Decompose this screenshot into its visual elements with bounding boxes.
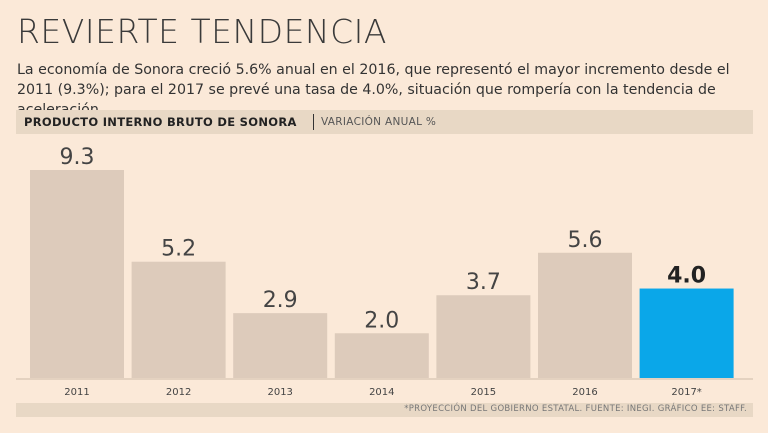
x-tick-label-2011: 2011 [64,387,89,398]
x-tick-label-2015: 2015 [471,387,496,398]
data-label-2014: 2.0 [364,308,399,333]
bar-2012 [131,261,226,378]
x-tick-label-2014: 2014 [369,387,394,398]
chart-title: REVIERTE TENDENCIA [17,12,387,51]
data-label-2016: 5.6 [568,228,603,253]
bar-2014 [334,333,429,378]
bar-2011 [30,170,124,378]
source-footer: *PROYECCIÓN DEL GOBIERNO ESTATAL. FUENTE… [16,403,753,417]
data-label-2013: 2.9 [263,288,298,313]
bar-chart: 9.3 2011 5.2 2012 2.9 2013 2.0 2014 3.7 2015 5.6 20… [16,145,753,398]
data-label-2015: 3.7 [466,270,501,295]
bar-2015 [436,295,531,378]
x-tick-label-2017*: 2017* [671,387,701,398]
x-tick-label-2013: 2013 [267,387,292,398]
bar-2017* [639,288,734,378]
bar-2013 [233,313,328,378]
chart-header-band: PRODUCTO INTERNO BRUTO DE SONORA VARIACI… [16,110,753,134]
x-tick-label-2016: 2016 [572,387,597,398]
x-tick-label-2012: 2012 [166,387,191,398]
source-note: *PROYECCIÓN DEL GOBIERNO ESTATAL. FUENTE… [404,404,747,414]
data-label-2017*: 4.0 [667,264,706,289]
header-divider [313,114,314,130]
data-label-2011: 9.3 [60,145,95,170]
data-label-2012: 5.2 [161,237,196,262]
chart-unit-label: VARIACIÓN ANUAL % [321,116,437,128]
chart-series-title: PRODUCTO INTERNO BRUTO DE SONORA [24,115,297,129]
bar-2016 [538,252,632,378]
